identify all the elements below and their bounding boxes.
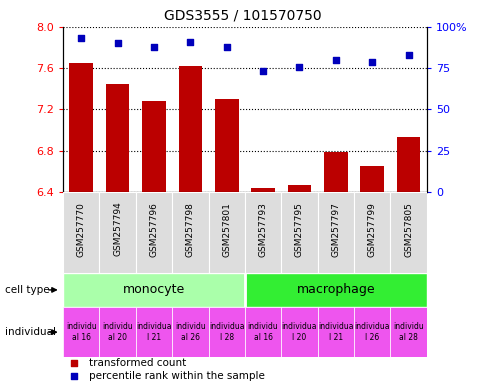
Text: GSM257805: GSM257805 (403, 202, 412, 257)
Bar (172, 307, 208, 357)
Text: GSM257796: GSM257796 (149, 202, 158, 257)
Bar (172, 192, 208, 273)
Bar (281, 307, 317, 357)
Bar (323, 152, 347, 192)
Bar (69, 63, 93, 192)
Text: individua
l 26: individua l 26 (354, 323, 389, 342)
Text: cell type: cell type (5, 285, 49, 295)
Text: individua
l 20: individua l 20 (281, 323, 317, 342)
Bar (208, 192, 244, 273)
Bar (136, 307, 172, 357)
Text: GSM257794: GSM257794 (113, 202, 122, 257)
Bar (99, 307, 136, 357)
Text: transformed count: transformed count (88, 358, 185, 368)
Point (340, 209, 348, 215)
Bar (390, 307, 426, 357)
Point (150, 44, 157, 50)
Point (331, 57, 339, 63)
Bar (136, 192, 172, 273)
Text: individua
l 21: individua l 21 (136, 323, 171, 342)
Bar (353, 307, 390, 357)
Bar (214, 99, 238, 192)
Bar (106, 84, 129, 192)
Text: GSM257770: GSM257770 (76, 202, 86, 257)
Text: GSM257795: GSM257795 (294, 202, 303, 257)
Point (340, 324, 348, 330)
Text: individu
al 16: individu al 16 (247, 323, 278, 342)
Bar (208, 307, 244, 357)
Bar (251, 188, 274, 192)
Text: individu
al 28: individu al 28 (393, 323, 423, 342)
Bar (317, 192, 353, 273)
Text: individu
al 16: individu al 16 (66, 323, 96, 342)
Point (258, 68, 266, 74)
Point (222, 44, 230, 50)
Text: percentile rank within the sample: percentile rank within the sample (88, 371, 264, 381)
Bar (353, 192, 390, 273)
Bar (178, 66, 202, 192)
Bar (63, 307, 99, 357)
Bar (63, 192, 99, 273)
Text: macrophage: macrophage (296, 283, 375, 296)
Bar (281, 192, 317, 273)
Text: monocyte: monocyte (122, 283, 185, 296)
Text: GSM257801: GSM257801 (222, 202, 231, 257)
Text: GSM257797: GSM257797 (331, 202, 340, 257)
Bar (390, 192, 426, 273)
Bar (244, 273, 426, 307)
Text: individu
al 26: individu al 26 (175, 323, 205, 342)
Bar (317, 307, 353, 357)
Point (113, 40, 121, 46)
Bar (360, 166, 383, 192)
Text: GSM257793: GSM257793 (258, 202, 267, 257)
Point (186, 39, 194, 45)
Bar (63, 273, 244, 307)
Text: GDS3555 / 101570750: GDS3555 / 101570750 (163, 8, 320, 22)
Point (404, 52, 411, 58)
Text: individual: individual (5, 327, 56, 337)
Bar (244, 307, 281, 357)
Bar (287, 185, 311, 192)
Text: GSM257798: GSM257798 (185, 202, 195, 257)
Text: individua
l 28: individua l 28 (209, 323, 244, 342)
Bar (396, 137, 420, 192)
Bar (142, 101, 166, 192)
Point (77, 35, 85, 41)
Bar (99, 192, 136, 273)
Text: individu
al 20: individu al 20 (102, 323, 133, 342)
Point (368, 58, 376, 65)
Bar (244, 192, 281, 273)
Text: individua
l 21: individua l 21 (318, 323, 353, 342)
Point (295, 63, 303, 70)
Text: GSM257799: GSM257799 (367, 202, 376, 257)
